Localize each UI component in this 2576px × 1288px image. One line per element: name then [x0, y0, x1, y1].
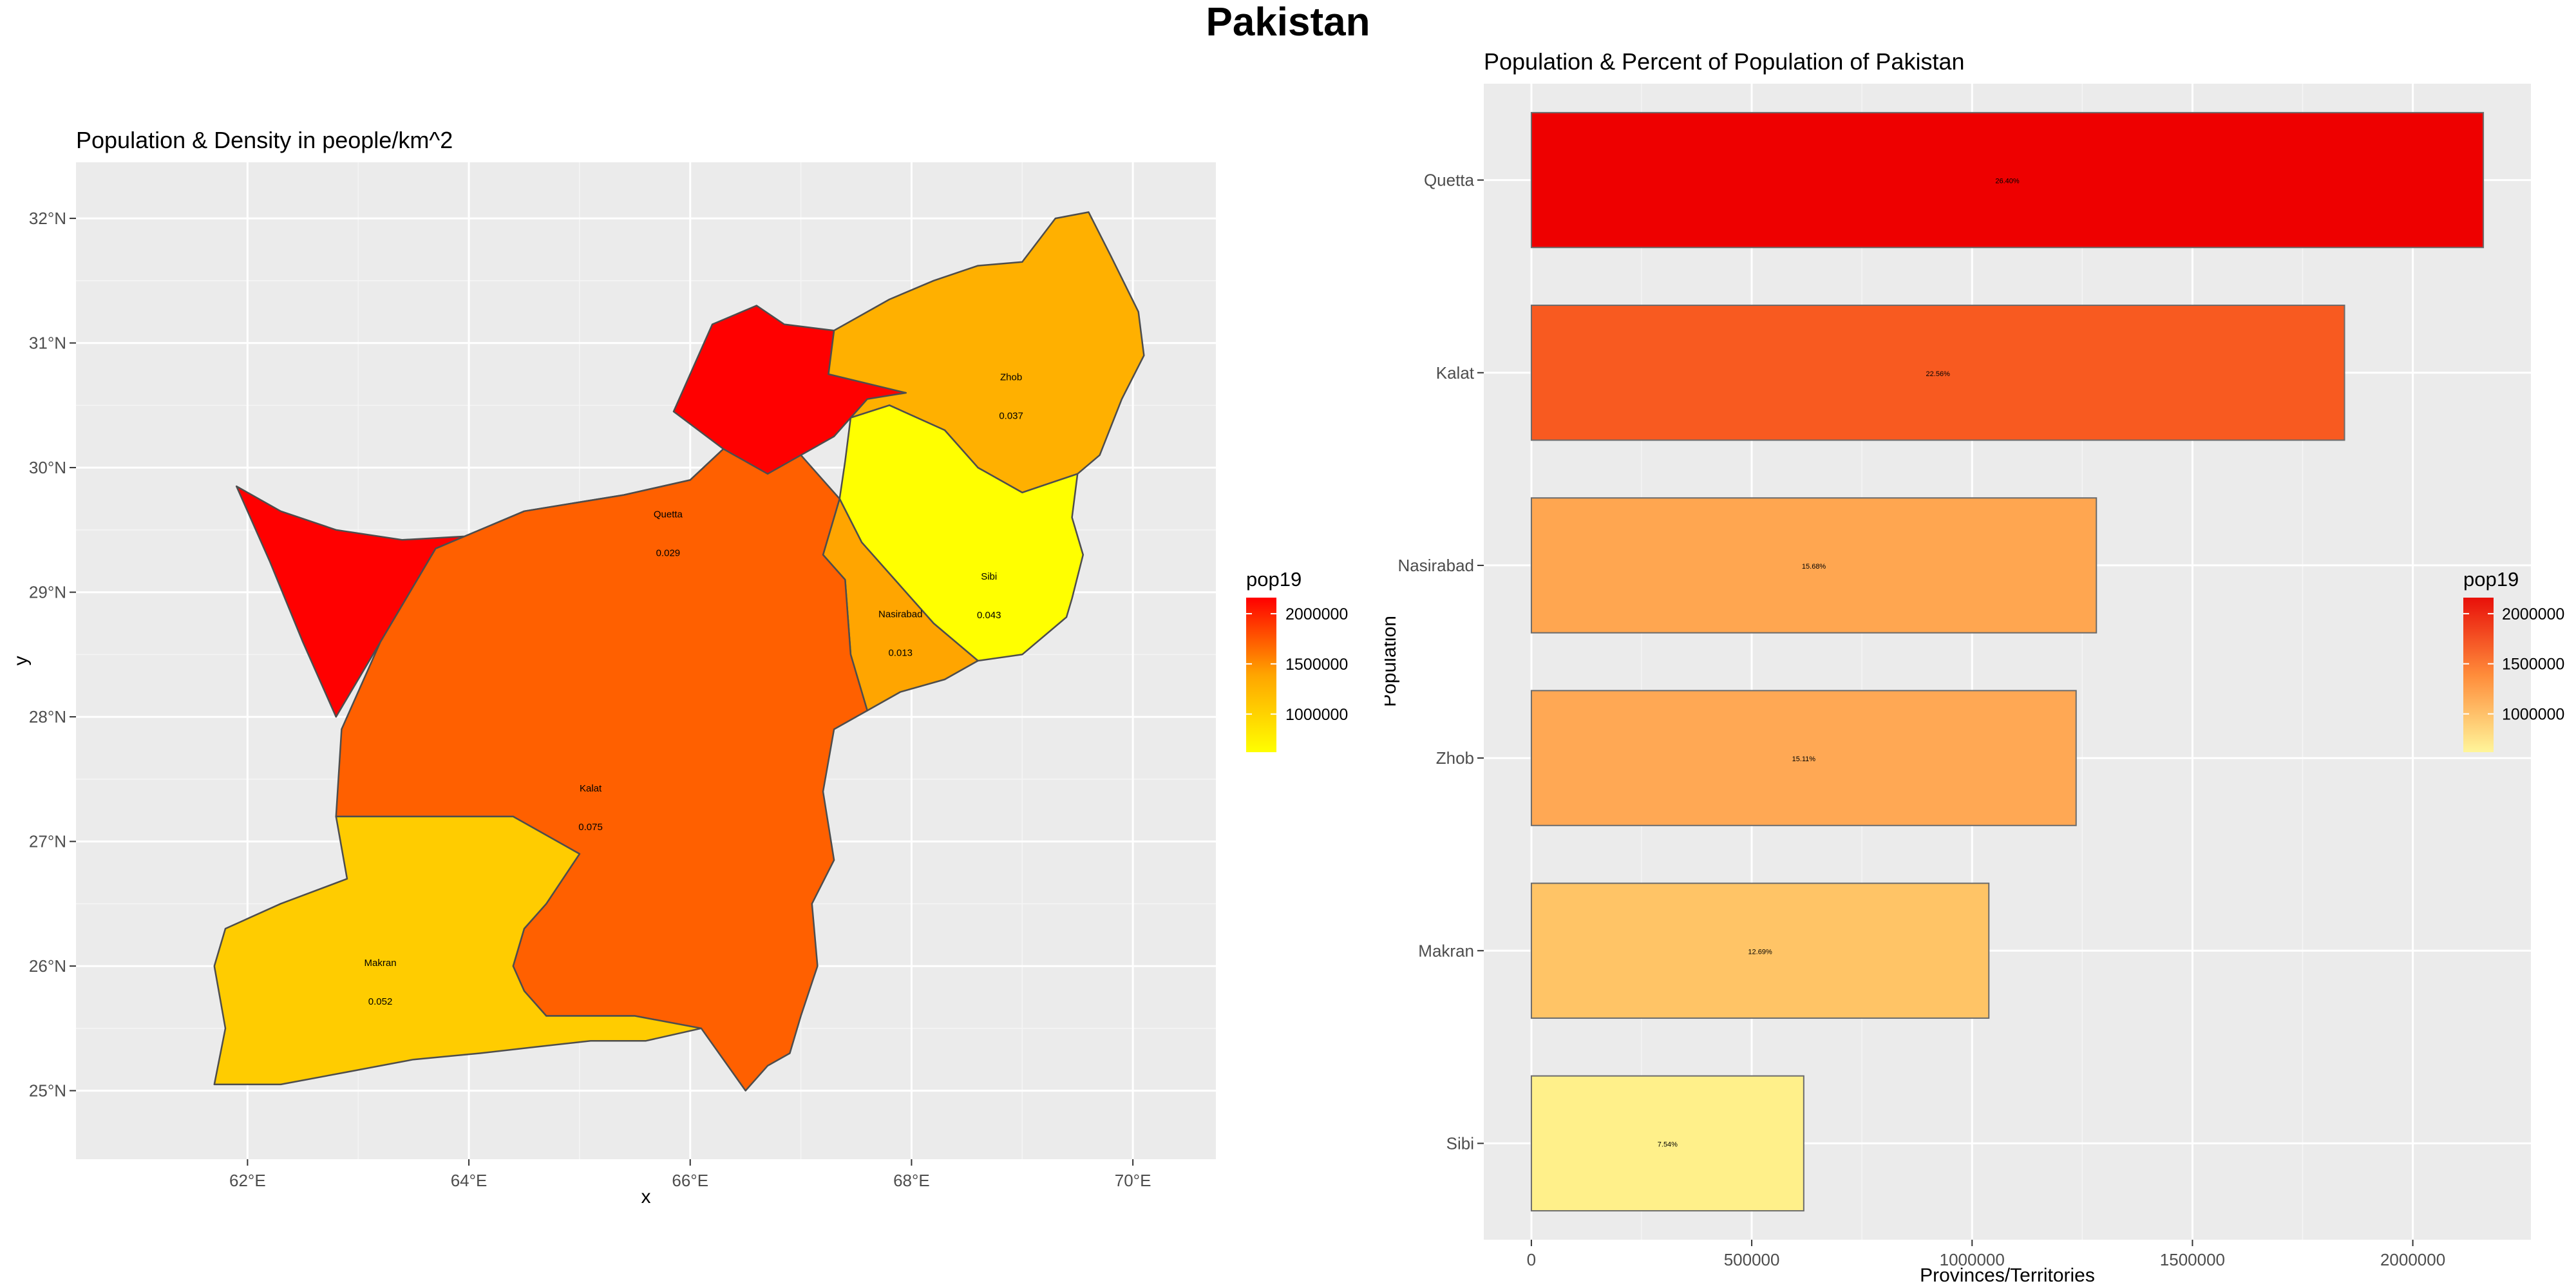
- map-y-tick-label: 28°N: [29, 707, 66, 726]
- bar-y-tick-label: Sibi: [1446, 1133, 1474, 1153]
- bar-x-axis-label: Provinces/Territories: [1920, 1265, 2095, 1286]
- map-region-name-label: Quetta: [654, 509, 683, 520]
- map-x-tick-label: 62°E: [229, 1171, 266, 1190]
- bar-legend-title: pop19: [2463, 568, 2519, 591]
- map-region-density-label: 0.075: [578, 822, 603, 833]
- map-y-axis: 25°N 26°N 27°N 28°N 29°N 30°N 31°N 32°N: [29, 209, 76, 1101]
- map-x-tick-label: 66°E: [672, 1171, 708, 1190]
- bar-legend-label: 1500000: [2502, 656, 2564, 674]
- bar-y-tick-label: Zhob: [1436, 748, 1474, 768]
- bar-kalat: [1530, 305, 2345, 441]
- bar-title: Population & Percent of Population of Pa…: [1484, 48, 1965, 75]
- bar-panel: [1484, 84, 2531, 1240]
- bar-y-tick-label: Nasirabad: [1397, 556, 1474, 575]
- map-y-axis-label: y: [10, 656, 32, 666]
- map-legend-label: 1500000: [1285, 656, 1348, 674]
- bar-x-tick-label: 1500000: [2160, 1250, 2225, 1269]
- map-y-tick-label: 26°N: [29, 956, 66, 976]
- bar-y-tick-label: Kalat: [1436, 363, 1475, 383]
- bar-data-labels: 26.40% 22.56% 15.68% 15.11% 12.69% 7.54%: [1658, 178, 2020, 1149]
- bar-zhob: [1530, 690, 2077, 826]
- map-y-tick-label: 29°N: [29, 583, 66, 602]
- bar-makran: [1530, 882, 1990, 1019]
- map-x-axis: 62°E 64°E 66°E 68°E 70°E: [229, 1159, 1151, 1190]
- bar-percent-label: 15.11%: [1792, 755, 1816, 763]
- bar-percent-label: 26.40%: [1995, 178, 2020, 185]
- map-legend-label: 1000000: [1285, 706, 1348, 724]
- map-x-tick-label: 64°E: [451, 1171, 488, 1190]
- bar-y-tick-label: Quetta: [1424, 171, 1475, 190]
- bar-sibi: [1530, 1075, 1804, 1212]
- bar-legend-colorbar: [2463, 598, 2494, 752]
- map-legend-colorbar: [1246, 598, 1276, 752]
- map-legend: pop19 2000000 1500000 1000000: [1246, 568, 1348, 752]
- bar-x-tick-label: 2000000: [2380, 1250, 2445, 1269]
- bar-legend-label: 2000000: [2502, 605, 2564, 623]
- bar-x-tick-label: 500000: [1724, 1250, 1780, 1269]
- bar-legend-ticks: 2000000 1500000 1000000: [2463, 605, 2564, 724]
- map-region-name-label: Sibi: [981, 571, 997, 582]
- map-region-name-label: Zhob: [1000, 372, 1022, 383]
- map-region-labels: Quetta 0.029 Zhob 0.037 Sibi 0.043 Nasirabad 0.…: [365, 372, 1023, 1007]
- bar-percent-label: 22.56%: [1926, 370, 1951, 378]
- map-region-density-label: 0.052: [368, 996, 393, 1007]
- map-y-tick-label: 32°N: [29, 209, 66, 228]
- bar-nasirabad: [1530, 497, 2098, 634]
- map-x-axis-label: x: [641, 1186, 651, 1208]
- bar-y-tick-label: Makran: [1418, 941, 1474, 960]
- page-title: Pakistan: [1206, 0, 1370, 44]
- map-y-tick-label: 30°N: [29, 458, 66, 477]
- map-region-name-label: Nasirabad: [878, 609, 922, 620]
- map-x-tick-label: 68°E: [893, 1171, 930, 1190]
- map-region-makran: [213, 815, 703, 1086]
- map-legend-label: 2000000: [1285, 605, 1348, 623]
- map-y-tick-label: 31°N: [29, 334, 66, 353]
- bar-x-axis: 0 500000 1000000 1500000 2000000: [1527, 1240, 2445, 1269]
- bar-percent-label: 15.68%: [1802, 563, 1826, 571]
- bar-y-axis-label: Population: [1385, 616, 1400, 707]
- bar-percent-label: 12.69%: [1748, 948, 1772, 956]
- bar-x-tick-label: 1000000: [1940, 1250, 2005, 1269]
- map-region-density-label: 0.029: [656, 547, 681, 558]
- map-legend-title: pop19: [1246, 568, 1302, 591]
- bar-percent-label: 7.54%: [1658, 1141, 1678, 1148]
- bars: [1530, 111, 2485, 1212]
- map-region-density-label: 0.037: [999, 411, 1023, 422]
- bar-y-axis: Quetta Kalat Nasirabad Zhob Makran Sibi: [1397, 171, 1484, 1153]
- map-legend-ticks: 2000000 1500000 1000000: [1246, 605, 1348, 724]
- map-region-name-label: Kalat: [580, 783, 602, 794]
- bar-legend: pop19 2000000 1500000 1000000: [2463, 568, 2564, 752]
- bar-legend-label: 1000000: [2502, 706, 2564, 724]
- map-y-tick-label: 25°N: [29, 1081, 66, 1101]
- map-region-density-label: 0.043: [977, 610, 1001, 621]
- map-region-name-label: Makran: [365, 958, 397, 969]
- map-regions: [213, 211, 1145, 1092]
- bar-quetta: [1530, 111, 2485, 249]
- map-region-density-label: 0.013: [888, 647, 913, 658]
- bar-chart: Population & Percent of Population of Pa…: [1385, 48, 2564, 1286]
- map-y-tick-label: 27°N: [29, 832, 66, 851]
- map-title: Population & Density in people/km^2: [76, 127, 453, 153]
- bar-x-tick-label: 0: [1527, 1250, 1536, 1269]
- map-x-tick-label: 70°E: [1115, 1171, 1151, 1190]
- map-chart: Population & Density in people/km^2 Quet…: [10, 127, 1348, 1208]
